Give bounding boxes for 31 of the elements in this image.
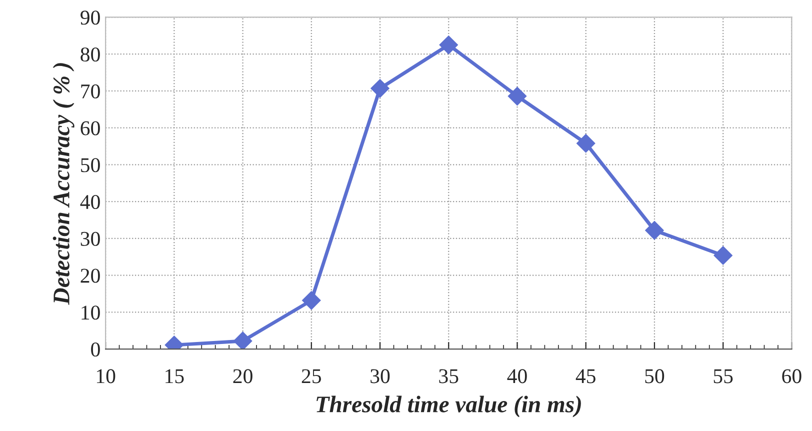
y-tick-label: 70	[81, 84, 100, 98]
x-tick-label: 25	[302, 369, 322, 384]
point	[370, 79, 390, 98]
x-tick-label: 30	[370, 369, 390, 384]
x-tick-label: 10	[96, 369, 116, 384]
x-tick-label: 60	[782, 369, 802, 384]
x-tick-label: 45	[576, 369, 596, 384]
point	[508, 86, 527, 106]
point	[645, 221, 664, 240]
point	[714, 246, 732, 265]
y-axis-title: Detection Accuracy ( % )	[52, 63, 74, 305]
x-tick-label: 50	[645, 369, 664, 384]
y-tick-label: 80	[80, 47, 100, 62]
x-tick-label: 20	[233, 369, 252, 384]
x-tick-label: 15	[166, 369, 184, 384]
y-tick-label: 10	[82, 306, 100, 320]
y-tick-label: 90	[80, 10, 100, 25]
y-tick-label: 50	[81, 158, 100, 172]
y-tick-label: 20	[80, 268, 100, 283]
point	[302, 291, 321, 310]
point	[233, 332, 252, 350]
y-tick-label: 30	[80, 232, 100, 246]
x-tick-label: 35	[439, 369, 458, 384]
point	[439, 36, 458, 54]
y-tick-label: 60	[80, 121, 100, 136]
y-tick-label: 0	[91, 342, 100, 357]
point	[576, 134, 596, 153]
y-tick-label: 40	[80, 194, 100, 210]
x-tick-label: 55	[714, 369, 733, 384]
x-axis-title: Thresold time value (in ms)	[316, 396, 581, 418]
x-tick-label: 40	[507, 369, 527, 384]
